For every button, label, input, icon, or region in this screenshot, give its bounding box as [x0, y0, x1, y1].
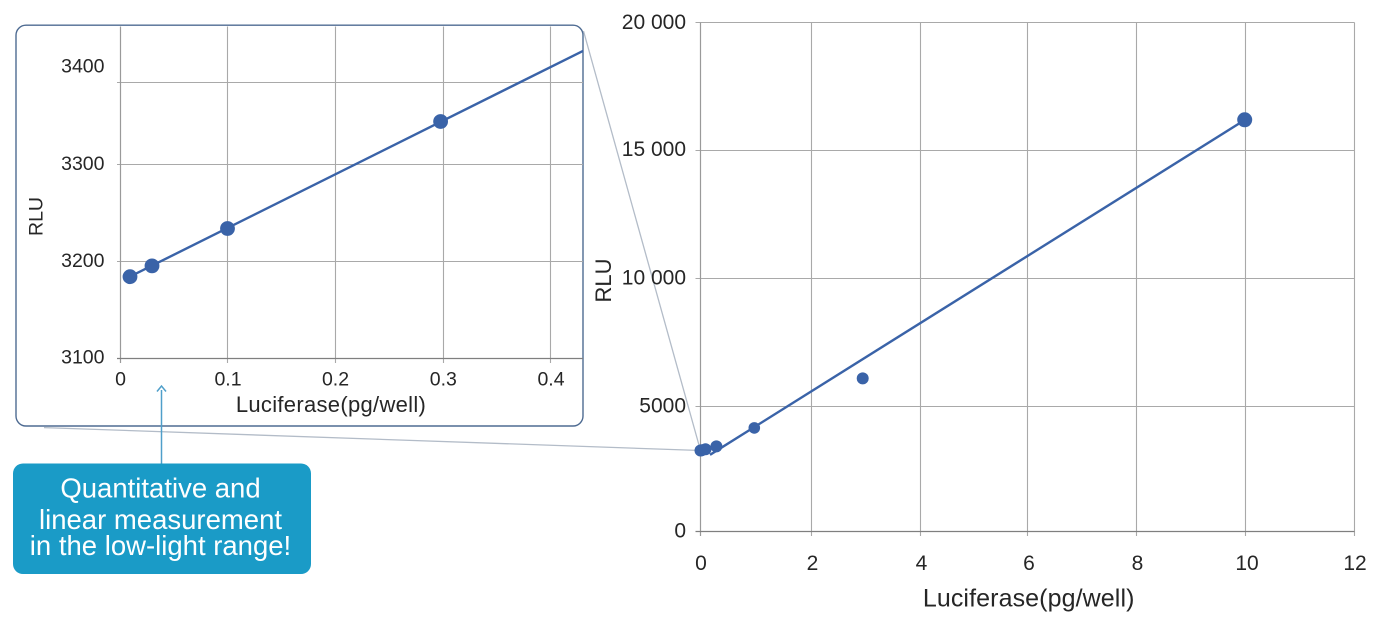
svg-text:0: 0 [674, 519, 686, 542]
svg-text:20 000: 20 000 [622, 11, 686, 34]
svg-text:15 000: 15 000 [622, 138, 686, 161]
svg-text:0.2: 0.2 [322, 369, 349, 391]
svg-text:3100: 3100 [61, 347, 105, 369]
svg-text:4: 4 [916, 552, 928, 575]
svg-text:Luciferase(pg/well): Luciferase(pg/well) [236, 392, 426, 417]
svg-text:10 000: 10 000 [622, 266, 686, 289]
svg-text:Luciferase(pg/well): Luciferase(pg/well) [923, 585, 1135, 613]
svg-text:12: 12 [1343, 552, 1366, 575]
svg-text:Quantitative and: Quantitative and [60, 473, 260, 504]
svg-text:0.1: 0.1 [214, 369, 241, 391]
svg-text:RLU: RLU [591, 258, 616, 302]
svg-text:0: 0 [695, 552, 707, 575]
svg-text:linear measurement: linear measurement [39, 504, 282, 535]
svg-text:6: 6 [1023, 552, 1035, 575]
svg-text:0: 0 [115, 369, 126, 391]
svg-text:3300: 3300 [61, 153, 105, 175]
svg-text:in the low-light range!: in the low-light range! [30, 530, 291, 561]
svg-text:3200: 3200 [61, 250, 105, 272]
svg-text:0.3: 0.3 [430, 369, 457, 391]
svg-text:8: 8 [1132, 552, 1144, 575]
svg-text:2: 2 [807, 552, 819, 575]
svg-text:RLU: RLU [26, 197, 48, 236]
svg-text:3400: 3400 [61, 56, 105, 78]
svg-text:5000: 5000 [639, 395, 686, 418]
svg-text:0.4: 0.4 [537, 369, 564, 391]
svg-text:10: 10 [1235, 552, 1258, 575]
